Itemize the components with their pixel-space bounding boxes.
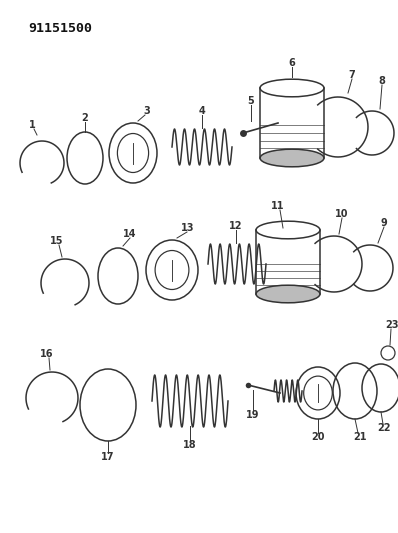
Ellipse shape [256,285,320,303]
Text: 18: 18 [183,440,197,450]
Text: 7: 7 [349,70,355,80]
Text: 8: 8 [378,76,385,86]
Text: 15: 15 [50,236,64,246]
Text: 3: 3 [144,106,150,116]
Text: 21: 21 [353,432,367,442]
Text: 1: 1 [29,120,35,130]
Text: 23: 23 [385,320,398,330]
Text: 10: 10 [335,209,349,219]
Text: 16: 16 [40,349,54,359]
Text: 11: 11 [271,201,285,211]
Text: 2: 2 [82,113,88,123]
Text: 19: 19 [246,410,260,420]
Text: 9: 9 [380,218,387,228]
Text: 13: 13 [181,223,195,233]
Text: 22: 22 [377,423,391,433]
Text: 91151500: 91151500 [28,22,92,35]
Text: 6: 6 [289,58,295,68]
Text: 17: 17 [101,452,115,462]
Text: 14: 14 [123,229,137,239]
Text: 5: 5 [248,96,254,106]
Ellipse shape [260,149,324,167]
Text: 20: 20 [311,432,325,442]
Text: 12: 12 [229,221,243,231]
Text: 4: 4 [199,106,205,116]
